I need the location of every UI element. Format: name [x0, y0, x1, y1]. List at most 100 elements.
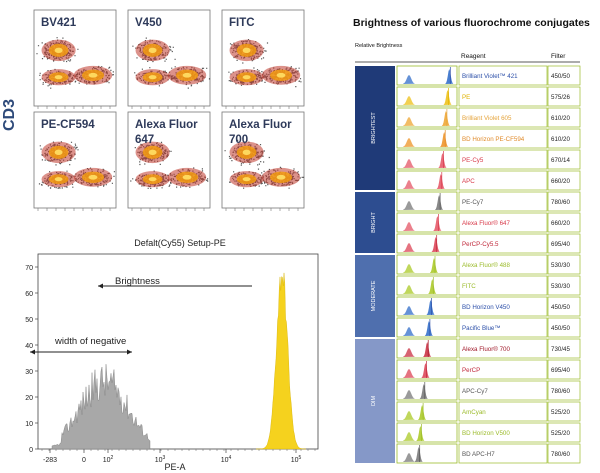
mini-negative-peak [403, 243, 415, 252]
dot-plot-density [276, 174, 286, 180]
filter-cell [547, 233, 581, 254]
dot-plot-grid: CD3 BV421 V450 FITC PE-CF594 Alexa Fluor 647 A… [1, 9, 305, 211]
filter-value: 525/20 [551, 430, 570, 437]
reagent-name: Alexa Fluor® 700 [462, 346, 510, 353]
y-tick-label: 20 [25, 395, 33, 402]
group-band [355, 192, 395, 253]
reagent-cell [458, 254, 548, 275]
dot-plot-density [148, 177, 157, 182]
filter-value: 780/60 [551, 388, 570, 395]
dot-plot-panel: PE-CF594 [33, 111, 117, 211]
table-row: Brilliant Violet™ 421 450/50 [396, 65, 581, 86]
reagent-cell [458, 170, 548, 191]
filter-cell [547, 275, 581, 296]
filter-value: 450/50 [551, 73, 570, 80]
filter-cell [547, 317, 581, 338]
dot-plot-label: PE-CF594 [41, 119, 95, 131]
group-band [355, 255, 395, 337]
negative-population [51, 364, 151, 450]
dot-plot-y-axis-label: CD3 [1, 99, 18, 131]
positive-population [256, 272, 306, 450]
mini-positive-peak [428, 279, 437, 294]
filter-cell [547, 128, 581, 149]
mini-negative-peak [403, 264, 415, 273]
reagent-name: APC-Cy7 [462, 388, 488, 395]
dot-plot-panel: Alexa Fluor 647 [127, 111, 211, 211]
mini-negative-peak [403, 327, 415, 336]
histogram-cell [396, 191, 458, 212]
mini-negative-peak [403, 390, 415, 399]
histogram-cell [396, 65, 458, 86]
filter-cell [547, 191, 581, 212]
reagent-cell [458, 401, 548, 422]
mini-positive-peak [441, 111, 450, 126]
histogram-annotation-width: width of negative [54, 336, 126, 347]
reagent-cell [458, 317, 548, 338]
filter-cell [547, 86, 581, 107]
dot-plot-label: Alexa Fluor 647 [135, 119, 198, 146]
filter-cell [547, 422, 581, 443]
reagent-cell [458, 422, 548, 443]
reagent-name: Pacific Blue™ [462, 325, 501, 332]
reagent-name: AmCyan [462, 409, 486, 416]
filter-cell [547, 401, 581, 422]
histogram-cell [396, 233, 458, 254]
filter-value: 530/30 [551, 283, 570, 290]
x-tick-label: -283 [43, 457, 57, 464]
reagent-cell [458, 380, 548, 401]
table-title: Brightness of various fluorochrome conju… [353, 17, 590, 29]
y-tick-label: 0 [29, 447, 33, 454]
dot-plot-label: Alexa Fluor 700 [229, 119, 292, 146]
table-row: BD Horizon V500 525/20 [396, 422, 581, 443]
mini-positive-peak [440, 132, 449, 147]
dot-plot-panel: V450 [127, 9, 211, 109]
dot-plot-label: V450 [135, 17, 162, 29]
table-row: Alexa Fluor® 700 730/45 [396, 338, 581, 359]
dot-plot-density [182, 174, 192, 180]
x-tick-label: 105 [291, 455, 302, 464]
filter-value: 695/40 [551, 367, 570, 374]
reagent-cell [458, 128, 548, 149]
x-tick-label: 0 [82, 457, 86, 464]
reagent-cell [458, 107, 548, 128]
reagent-name: PE-Cy5 [462, 157, 484, 164]
table-row: BD Horizon PE-CF594 610/20 [396, 128, 581, 149]
group-label: MODERATE [371, 280, 377, 311]
histogram-cell [396, 443, 458, 464]
reagent-cell [458, 359, 548, 380]
dot-plot-density [54, 75, 63, 80]
mini-negative-peak [403, 369, 415, 378]
filter-value: 695/40 [551, 241, 570, 248]
table-row: Alexa Fluor® 488 530/30 [396, 254, 581, 275]
filter-cell [547, 338, 581, 359]
filter-value: 525/20 [551, 409, 570, 416]
mini-negative-peak [403, 117, 415, 126]
histogram-cell [396, 107, 458, 128]
filter-value: 530/30 [551, 262, 570, 269]
x-tick-label: 104 [221, 455, 232, 464]
filter-value: 780/60 [551, 199, 570, 206]
filter-cell [547, 107, 581, 128]
reagent-name: PerCP [462, 367, 480, 374]
mini-negative-peak [403, 306, 415, 315]
group-band [355, 66, 395, 190]
mini-positive-peak [443, 90, 452, 105]
reagent-name: APC [462, 178, 475, 185]
mini-negative-peak [403, 96, 415, 105]
mini-positive-peak [421, 363, 430, 378]
filter-value: 670/14 [551, 157, 570, 164]
dot-plot-density [182, 72, 192, 78]
dot-plot-density [54, 149, 63, 156]
reagent-name: BD Horizon V450 [462, 304, 510, 311]
dot-plot-density [276, 72, 286, 78]
group-band [355, 339, 395, 463]
reagent-name: BD Horizon PE-CF594 [462, 136, 525, 143]
group-label: DIM [371, 396, 377, 407]
mini-positive-peak [423, 342, 432, 357]
histogram-cell [396, 359, 458, 380]
brightness-arrow-head [98, 283, 103, 289]
reagent-name: Brilliant Violet™ 421 [462, 73, 518, 80]
dot-plot-panel: BV421 [33, 9, 117, 109]
histogram-cell [396, 296, 458, 317]
y-tick-label: 50 [25, 317, 33, 324]
